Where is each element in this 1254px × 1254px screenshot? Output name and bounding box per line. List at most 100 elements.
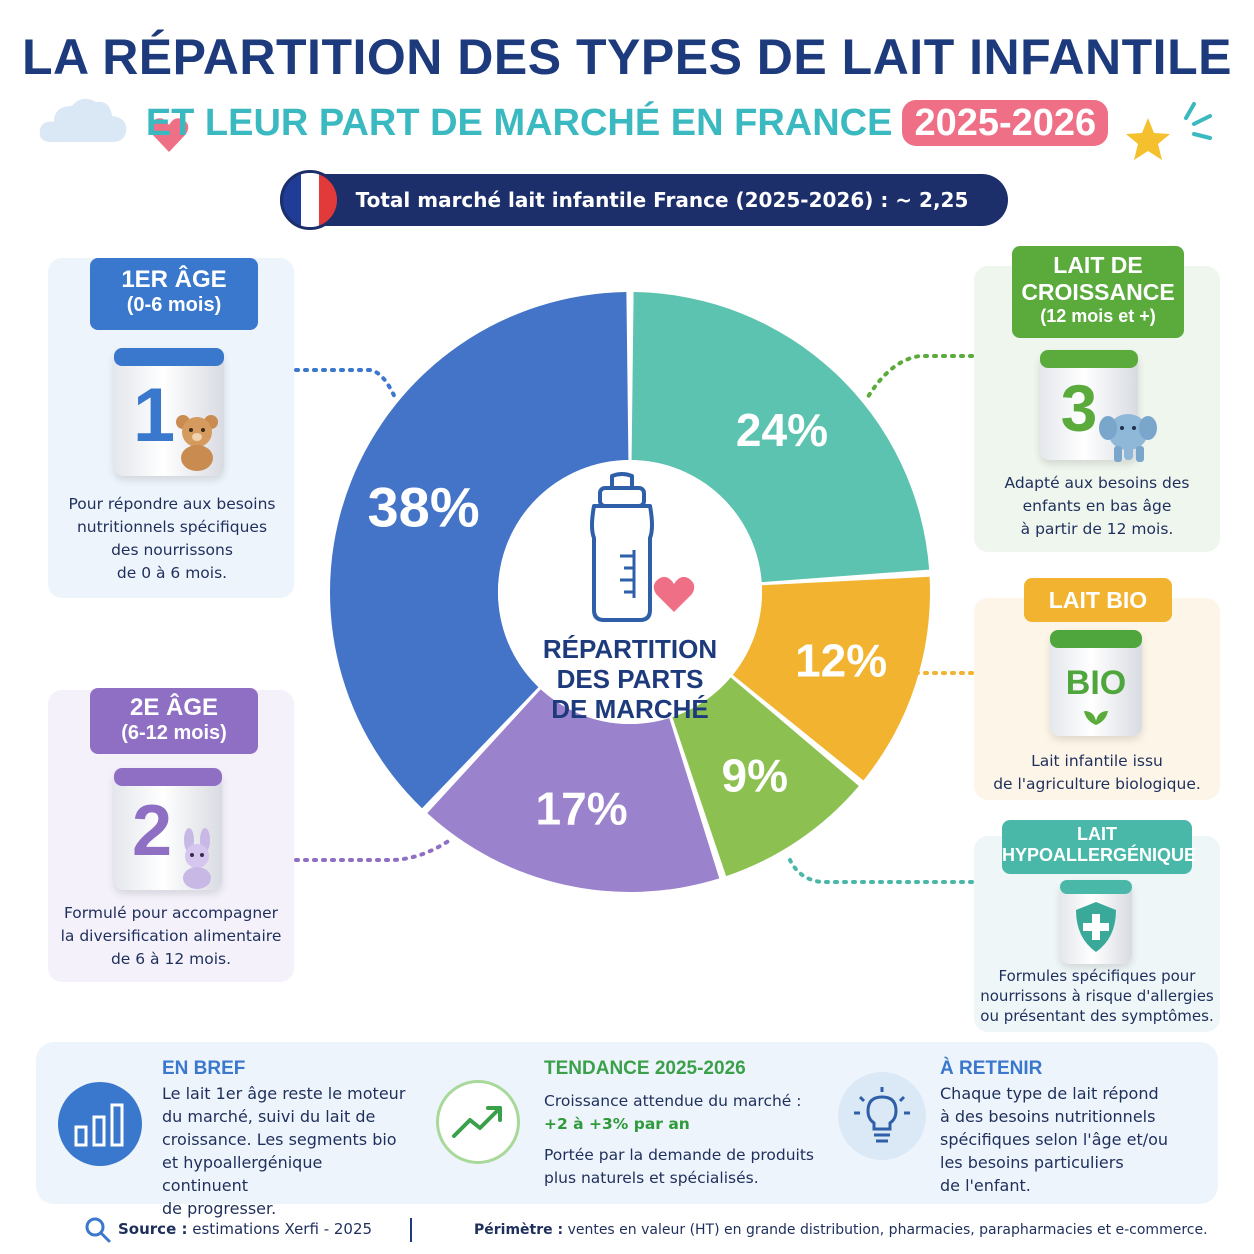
tag-croissance: LAIT DE CROISSANCE (12 mois et +) bbox=[1012, 246, 1184, 338]
retenir-line: spécifiques selon l'âge et/ou bbox=[940, 1130, 1169, 1149]
bref-line: Le lait 1er âge reste le moteur bbox=[162, 1084, 406, 1103]
connector-lines bbox=[294, 354, 974, 884]
bref-text: Le lait 1er âge reste le moteur du march… bbox=[162, 1082, 412, 1220]
tag-2e-age-sub: (6-12 mois) bbox=[121, 722, 227, 744]
magnifier-icon bbox=[85, 1217, 111, 1243]
source-label: Source : bbox=[118, 1220, 188, 1238]
page-subtitle: ET LEUR PART DE MARCHÉ EN FRANCE 2025-202… bbox=[0, 100, 1254, 146]
year-badge: 2025-2026 bbox=[902, 100, 1109, 146]
page-title: LA RÉPARTITION DES TYPES DE LAIT INFANTI… bbox=[22, 29, 1232, 85]
france-flag-icon bbox=[280, 170, 340, 230]
slice-label-croissance: 24% bbox=[736, 404, 828, 456]
retenir-line: à des besoins nutritionnels bbox=[940, 1107, 1156, 1126]
tag-bio: LAIT BIO bbox=[1024, 578, 1172, 622]
source-value: estimations Xerfi - 2025 bbox=[192, 1220, 373, 1238]
bref-line: croissance. Les segments bio bbox=[162, 1130, 397, 1149]
tag-1er-age-title: 1ER ÂGE bbox=[121, 266, 227, 293]
retenir-line: les besoins particuliers bbox=[940, 1153, 1124, 1172]
desc-line: Pour répondre aux besoins bbox=[68, 495, 276, 513]
bref-line: du marché, suivi du lait de bbox=[162, 1107, 376, 1126]
slice-label-age1: 38% bbox=[368, 475, 480, 538]
desc-line: de l'agriculture biologique. bbox=[993, 775, 1201, 793]
can-hypo bbox=[1060, 880, 1132, 964]
slice-age1 bbox=[330, 292, 629, 809]
leaf-icon bbox=[1084, 711, 1108, 725]
heart-icon bbox=[149, 118, 189, 152]
retenir-line: Chaque type de lait répond bbox=[940, 1084, 1159, 1103]
desc-line: nourrissons à risque d'allergies bbox=[980, 987, 1214, 1005]
tendance-growth: +2 à +3% par an bbox=[544, 1115, 690, 1133]
center-line: RÉPARTITION bbox=[542, 634, 718, 664]
tag-croissance-l1: LAIT DE bbox=[1053, 252, 1143, 278]
desc-line: ou présentant des symptômes. bbox=[980, 1007, 1214, 1025]
desc-bio: Lait infantile issu de l'agriculture bio… bbox=[982, 750, 1212, 796]
cloud-icon bbox=[39, 98, 127, 142]
trend-up-icon bbox=[436, 1080, 520, 1164]
tag-hypo-l2: HYPOALLERGÉNIQUE bbox=[1002, 845, 1197, 865]
slice-label-hypo: 9% bbox=[722, 750, 788, 802]
tag-2e-age-title: 2E ÂGE bbox=[129, 694, 219, 721]
footer-divider bbox=[410, 1218, 412, 1242]
donut-center-label: RÉPARTITION DES PARTS DE MARCHÉ bbox=[520, 634, 740, 724]
footer-scope: Périmètre : ventes en valeur (HT) en gra… bbox=[474, 1222, 1208, 1238]
desc-line: de 0 à 6 mois. bbox=[116, 564, 228, 582]
slice-label-age2: 17% bbox=[536, 783, 628, 835]
star-icon bbox=[1126, 118, 1170, 160]
desc-croissance: Adapté aux besoins des enfants en bas âg… bbox=[982, 472, 1212, 541]
can-2e-age-number: 2 bbox=[131, 791, 173, 871]
baby-bottle-icon bbox=[590, 472, 695, 622]
desc-line: Adapté aux besoins des bbox=[1004, 474, 1190, 492]
total-market-banner: Total marché lait infantile France (2025… bbox=[280, 174, 1008, 264]
summary-panel bbox=[36, 1042, 1218, 1204]
desc-line: nutritionnels spécifiques bbox=[76, 518, 268, 536]
tag-hypo-l1: LAIT bbox=[1077, 824, 1117, 844]
retenir-text: Chaque type de lait répond à des besoins… bbox=[940, 1082, 1200, 1197]
tendance-title: TENDANCE 2025-2026 bbox=[544, 1058, 746, 1079]
tag-2e-age: 2E ÂGE (6-12 mois) bbox=[90, 688, 258, 754]
desc-2e-age: Formulé pour accompagner la diversificat… bbox=[56, 902, 286, 971]
footer-source: Source : estimations Xerfi - 2025 bbox=[118, 1220, 372, 1238]
bref-line: et hypoallergénique continuent bbox=[162, 1153, 323, 1195]
can-croissance-number: 3 bbox=[1060, 371, 1098, 445]
sparkle-icon bbox=[1184, 102, 1212, 140]
desc-line: la diversification alimentaire bbox=[60, 927, 282, 945]
slice-hypo bbox=[672, 677, 859, 877]
retenir-line: de l'enfant. bbox=[940, 1176, 1031, 1195]
center-line: DES PARTS bbox=[556, 664, 704, 694]
slice-age2 bbox=[427, 689, 720, 893]
subtitle-text: ET LEUR PART DE MARCHÉ EN FRANCE bbox=[145, 102, 893, 144]
teddy-bear-icon bbox=[176, 415, 218, 471]
tendance-text: Croissance attendue du marché : +2 à +3%… bbox=[544, 1090, 834, 1190]
desc-hypo: Formules spécifiques pour nourrissons à … bbox=[978, 966, 1216, 1026]
slice-bio bbox=[732, 576, 930, 781]
can-1er-age-number: 1 bbox=[132, 373, 176, 458]
bar-chart-icon bbox=[58, 1082, 142, 1166]
desc-line: Formulé pour accompagner bbox=[63, 904, 279, 922]
tag-1er-age: 1ER ÂGE (0-6 mois) bbox=[90, 258, 258, 330]
tendance-line: plus naturels et spécialisés. bbox=[544, 1169, 759, 1187]
desc-line: Formules spécifiques pour bbox=[998, 967, 1196, 985]
desc-1er-age: Pour répondre aux besoins nutritionnels … bbox=[60, 493, 284, 585]
can-croissance: 3 bbox=[1040, 350, 1138, 460]
retenir-title: À RETENIR bbox=[940, 1058, 1043, 1079]
desc-line: de 6 à 12 mois. bbox=[110, 950, 232, 968]
slice-croissance bbox=[631, 292, 930, 583]
lightbulb-icon bbox=[838, 1072, 926, 1160]
tendance-line: Portée par la demande de produits bbox=[544, 1146, 814, 1164]
can-bio: BIO bbox=[1050, 630, 1142, 736]
desc-line: enfants en bas âge bbox=[1022, 497, 1172, 515]
can-bio-label: BIO bbox=[1065, 664, 1127, 702]
bunny-icon bbox=[183, 828, 211, 889]
tag-croissance-l2: CROISSANCE bbox=[1021, 279, 1175, 305]
elephant-icon bbox=[1099, 414, 1157, 462]
tendance-line: Croissance attendue du marché : bbox=[544, 1092, 802, 1110]
desc-line: Lait infantile issu bbox=[1031, 752, 1163, 770]
desc-line: à partir de 12 mois. bbox=[1020, 520, 1174, 538]
center-line: DE MARCHÉ bbox=[551, 694, 709, 724]
scope-label: Périmètre : bbox=[474, 1222, 564, 1238]
slice-label-bio: 12% bbox=[795, 635, 887, 687]
tag-1er-age-sub: (0-6 mois) bbox=[126, 294, 222, 316]
desc-line: des nourrissons bbox=[111, 541, 233, 559]
bref-line: de progresser. bbox=[162, 1199, 277, 1218]
tag-hypo: LAIT HYPOALLERGÉNIQUE bbox=[1002, 820, 1197, 874]
